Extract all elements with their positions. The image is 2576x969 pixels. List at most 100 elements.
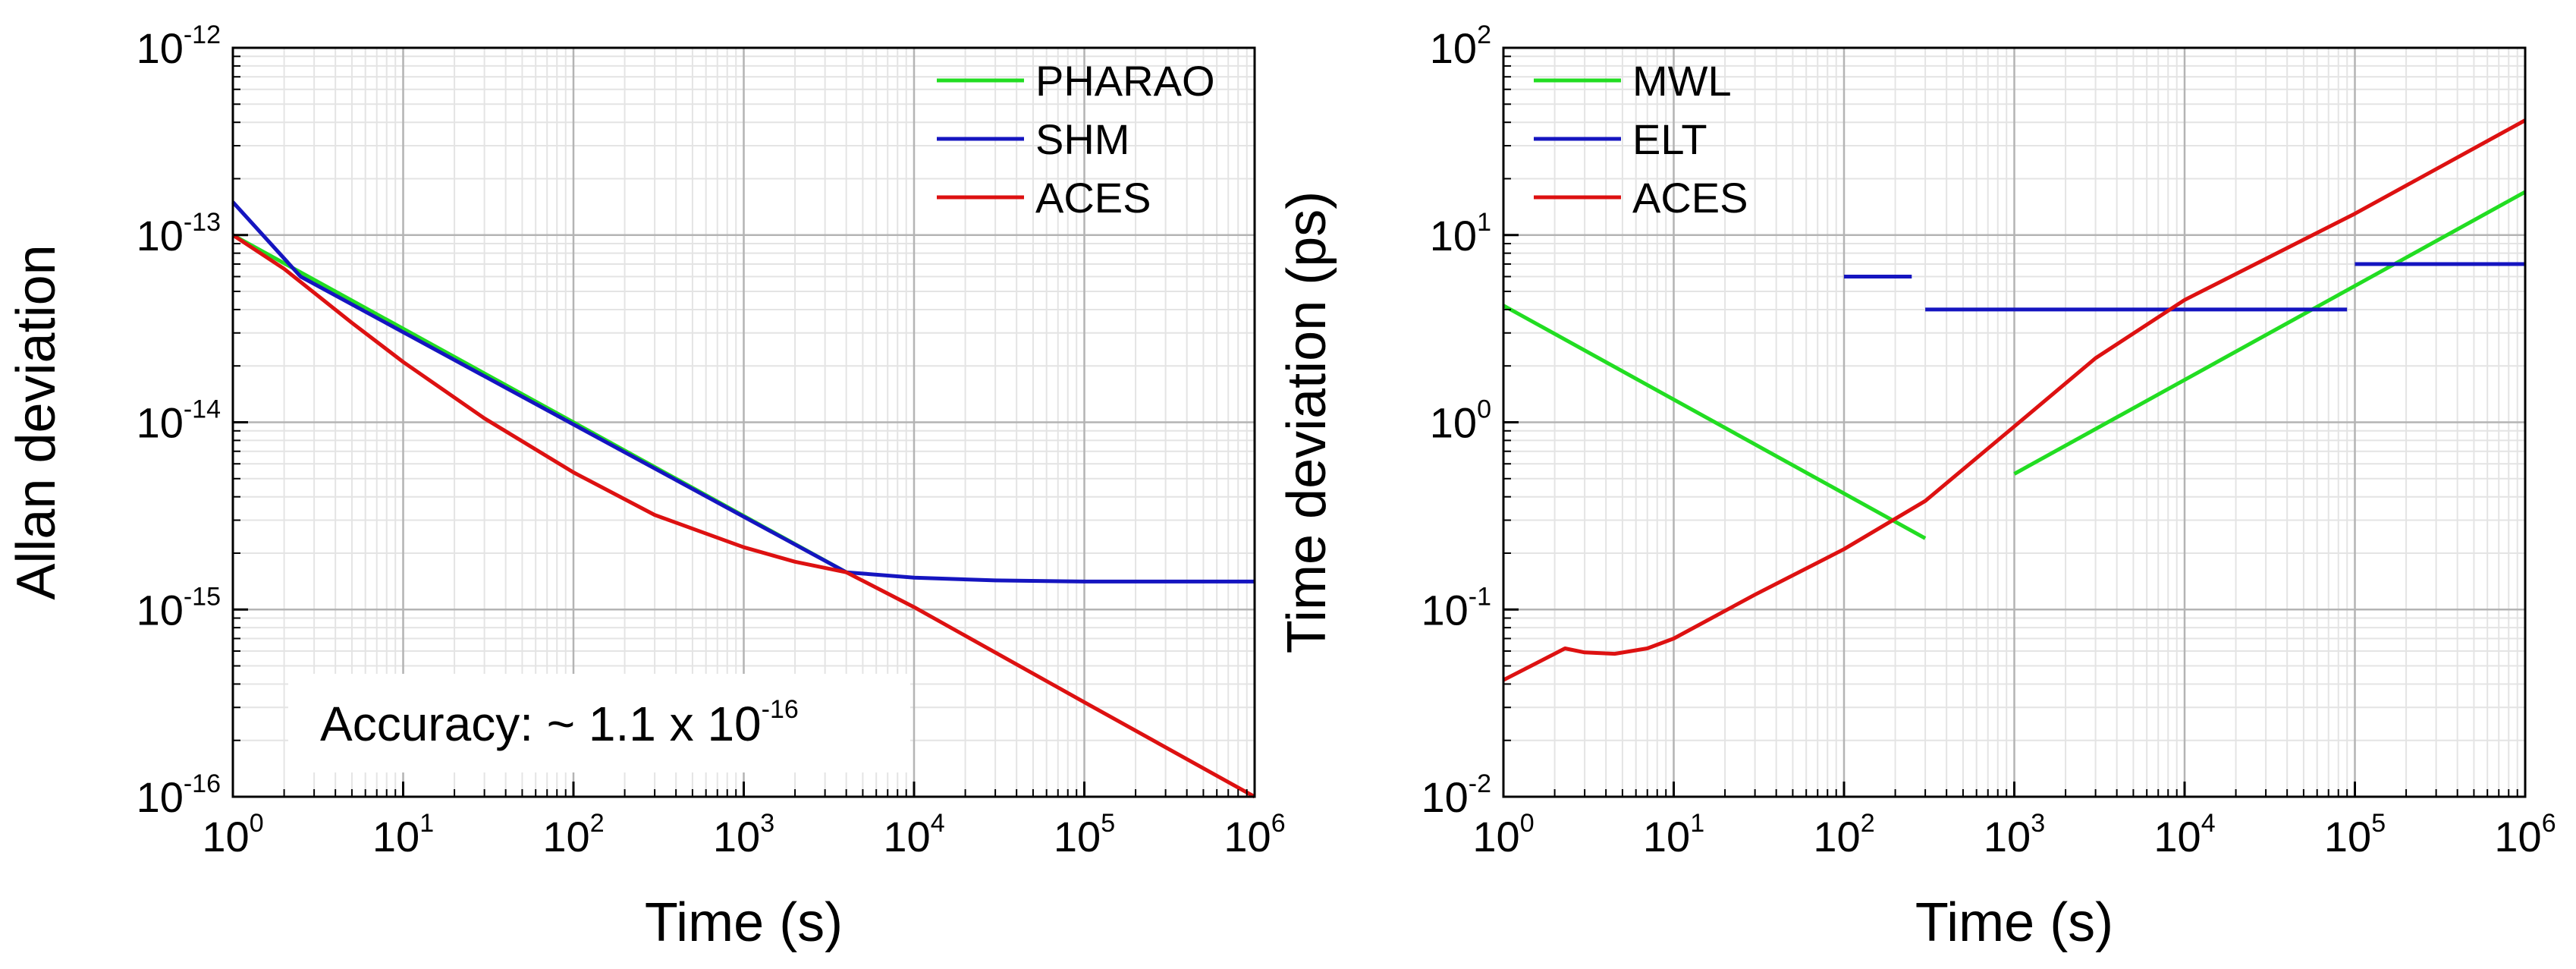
series-line-shm: [231, 200, 1255, 584]
x-tick-label: 105: [1054, 809, 1115, 860]
y-tick-label: 102: [1430, 20, 1491, 72]
tick-base: 10: [1421, 773, 1468, 821]
legend-label-aces: ACES: [1632, 174, 1748, 222]
tick-exponent: 0: [250, 809, 264, 838]
tick-exponent: 5: [1101, 809, 1115, 838]
legend: PHARAO SHM ACES: [937, 57, 1215, 222]
x-tick-label: 106: [2494, 809, 2556, 860]
tick-exponent: -14: [184, 395, 221, 424]
x-tick-label: 103: [1984, 809, 2045, 860]
tick-exponent: 6: [1271, 809, 1286, 838]
tick-exponent: 4: [2201, 809, 2216, 838]
y-tick-label: 10-12: [137, 20, 221, 72]
tick-base: 10: [137, 24, 184, 72]
x-tick-label: 103: [713, 809, 774, 860]
y-tick-label: 10-15: [137, 582, 221, 634]
accuracy-annotation: Accuracy: ~ 1.1 x 10-16: [288, 674, 910, 772]
tick-base: 10: [1430, 24, 1477, 72]
tick-base: 10: [1643, 813, 1690, 860]
tick-exponent: 1: [419, 809, 434, 838]
tick-base: 10: [1421, 586, 1468, 634]
tick-base: 10: [2324, 813, 2371, 860]
x-tick-label: 100: [202, 809, 263, 860]
tick-exponent: 6: [2542, 809, 2556, 838]
tick-base: 10: [2494, 813, 2541, 860]
tick-exponent: 2: [1861, 809, 1875, 838]
series-group: [231, 200, 1256, 799]
tick-exponent: 3: [2031, 809, 2045, 838]
tick-base: 10: [1984, 813, 2031, 860]
y-axis-title: Time deviation (ps): [1277, 191, 1337, 654]
tick-base: 10: [1472, 813, 1519, 860]
annotation-background: [288, 674, 910, 772]
tick-base: 10: [1430, 399, 1477, 447]
tick-exponent: -16: [184, 769, 221, 798]
tick-base: 10: [1813, 813, 1860, 860]
tick-base: 10: [1430, 212, 1477, 260]
y-tick-label: 101: [1430, 208, 1491, 260]
tick-exponent: -12: [184, 20, 221, 49]
x-tick-label: 100: [1472, 809, 1534, 860]
tick-exponent: 0: [1520, 809, 1535, 838]
legend: MWL ELT ACES: [1534, 57, 1748, 222]
series-line-mwl: [2013, 190, 2527, 476]
legend-label-aces: ACES: [1035, 174, 1151, 222]
tick-exponent: 1: [1477, 208, 1491, 237]
tick-exponent: 3: [760, 809, 774, 838]
x-axis-title: Time (s): [645, 892, 843, 953]
series-line-aces: [231, 233, 1256, 799]
tick-base: 10: [1224, 813, 1271, 860]
tick-exponent: 0: [1477, 395, 1491, 424]
tick-exponent: 1: [1690, 809, 1704, 838]
tick-exponent: 2: [1477, 20, 1491, 49]
x-axis-title: Time (s): [1915, 892, 2113, 953]
legend-label-mwl: MWL: [1632, 57, 1732, 105]
y-tick-label: 10-16: [137, 769, 221, 821]
tick-exponent: -1: [1469, 582, 1491, 611]
tick-base: 10: [713, 813, 760, 860]
x-tick-label: 106: [1224, 809, 1285, 860]
tick-exponent: -15: [184, 582, 221, 611]
tick-base: 10: [542, 813, 589, 860]
ticks: [231, 46, 1256, 798]
tick-base: 10: [883, 813, 930, 860]
series-group: [1502, 118, 2527, 682]
ticks: [1502, 46, 2527, 798]
legend-label-elt: ELT: [1632, 115, 1707, 163]
x-tick-label: 101: [372, 809, 434, 860]
series-line-mwl: [1502, 304, 1927, 540]
x-tick-label: 104: [2153, 809, 2215, 860]
tick-base: 10: [137, 399, 184, 447]
accuracy-prefix: Accuracy: ~ 1.1 x 10: [320, 697, 762, 751]
tick-exponent: -13: [184, 208, 221, 237]
tick-base: 10: [202, 813, 249, 860]
grid: [231, 46, 1256, 798]
allan-deviation-chart: 100 101 102 103 104 105 10610-1610-1510-1410-1…: [6, 20, 1286, 953]
accuracy-text: Accuracy: ~ 1.1 x 10-16: [320, 695, 799, 751]
tick-base: 10: [1054, 813, 1101, 860]
tick-exponent: 5: [2371, 809, 2386, 838]
tick-exponent: 4: [931, 809, 945, 838]
y-tick-label: 10-13: [137, 208, 221, 260]
tick-base: 10: [137, 586, 184, 634]
tick-base: 10: [2153, 813, 2201, 860]
y-tick-label: 100: [1430, 395, 1491, 447]
tick-base: 10: [137, 773, 184, 821]
tick-exponent: 2: [590, 809, 605, 838]
tick-exponent: -2: [1469, 769, 1491, 798]
x-tick-label: 102: [542, 809, 604, 860]
legend-label-pharao: PHARAO: [1035, 57, 1215, 105]
y-tick-label: 10-14: [137, 395, 221, 447]
tick-base: 10: [137, 212, 184, 260]
time-deviation-chart: 100 101 102 103 104 105 10610-210-1100101102Ti…: [1277, 20, 2556, 953]
y-tick-label: 10-1: [1421, 582, 1491, 634]
legend-label-shm: SHM: [1035, 115, 1129, 163]
y-tick-label: 10-2: [1421, 769, 1491, 821]
series-line-aces: [1502, 118, 2527, 682]
x-tick-label: 102: [1813, 809, 1874, 860]
tick-base: 10: [372, 813, 419, 860]
accuracy-exponent: -16: [762, 695, 799, 724]
x-tick-label: 105: [2324, 809, 2386, 860]
x-tick-label: 101: [1643, 809, 1704, 860]
